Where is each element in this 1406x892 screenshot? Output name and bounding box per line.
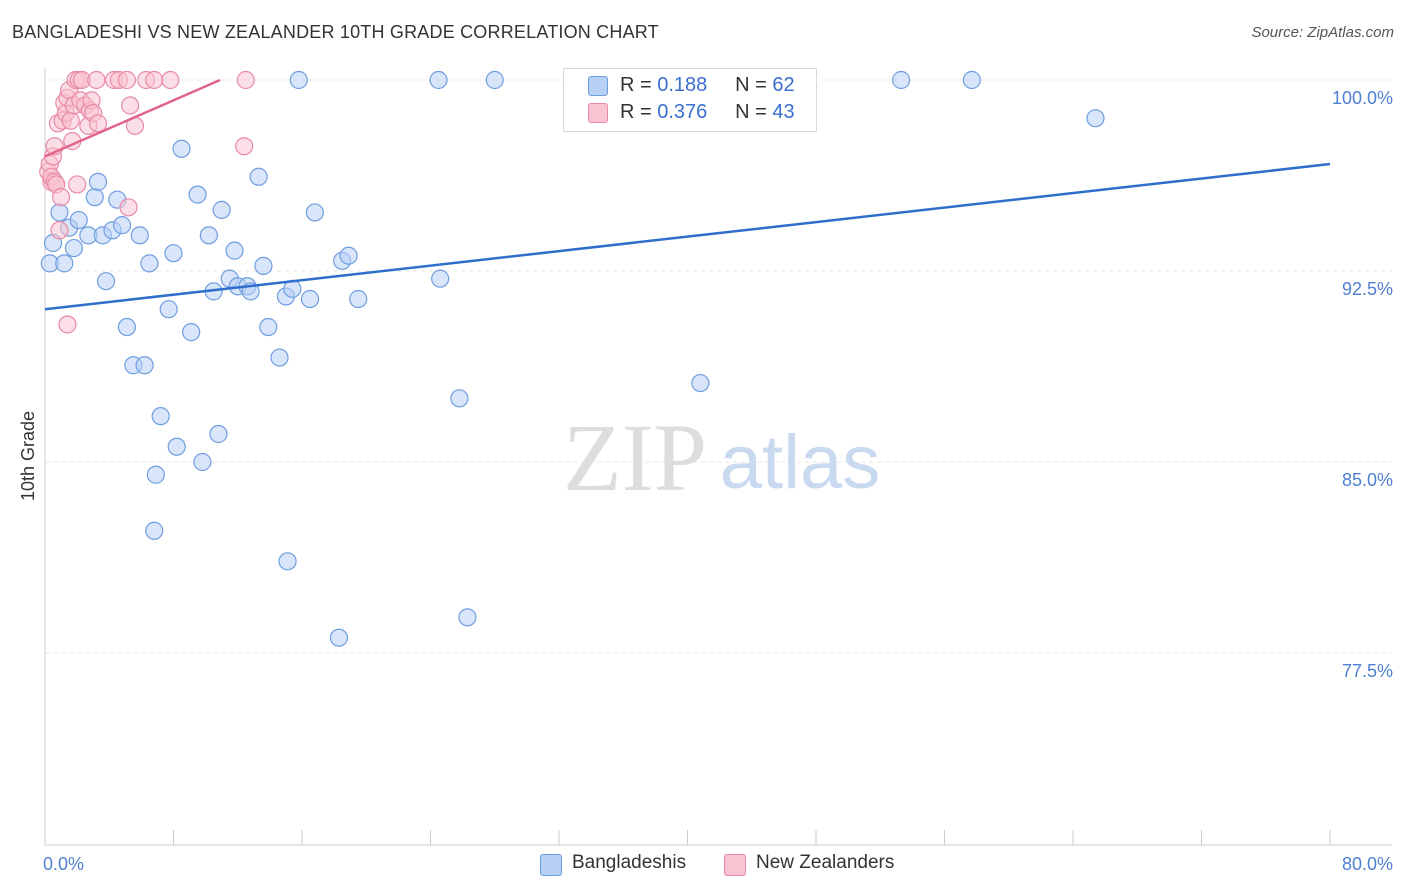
watermark-atlas: atlas bbox=[720, 420, 881, 505]
y-tick-label: 77.5% bbox=[1342, 661, 1393, 681]
bangladeshi-point bbox=[458, 608, 477, 627]
new-zealander-point bbox=[50, 221, 69, 240]
new-zealander-point bbox=[145, 70, 164, 90]
legend-n-label: N = bbox=[735, 74, 767, 96]
bangladeshi-point bbox=[172, 139, 191, 158]
bangladeshi-point bbox=[289, 70, 308, 90]
x-tick-label-min: 0.0% bbox=[43, 854, 84, 874]
bottom-legend-label-bangladeshis: Bangladeshis bbox=[572, 852, 687, 873]
bangladeshi-point bbox=[164, 244, 183, 263]
bangladeshi-point bbox=[88, 172, 108, 191]
bangladeshi-point bbox=[305, 203, 324, 222]
bangladeshi-point bbox=[188, 185, 207, 204]
x-tick-label-max: 80.0% bbox=[1342, 854, 1393, 874]
bangladeshi-point bbox=[431, 269, 450, 288]
trend-lines bbox=[44, 78, 1331, 311]
bangladeshi-point bbox=[135, 356, 154, 375]
legend-r-value-new-zealanders: 0.376 bbox=[657, 101, 708, 123]
bangladeshi-point bbox=[329, 628, 349, 647]
bangladeshi-point bbox=[199, 226, 218, 245]
new-zealander-point bbox=[88, 114, 108, 133]
new-zealander-point bbox=[58, 315, 77, 334]
bangladeshi-point bbox=[140, 254, 159, 273]
y-tick-label: 100.0% bbox=[1332, 88, 1393, 108]
bangladeshi-point bbox=[96, 272, 116, 291]
bottom-legend-swatch-blue bbox=[540, 854, 562, 876]
bangladeshi-point bbox=[691, 373, 710, 393]
legend-swatch-blue bbox=[588, 76, 608, 96]
bangladeshi-point bbox=[182, 323, 201, 342]
legend-swatch-pink bbox=[588, 103, 608, 123]
bangladeshi-point bbox=[130, 226, 149, 245]
new-zealander-trend-line bbox=[44, 78, 221, 158]
legend-n-value-new-zealanders: 43 bbox=[772, 101, 795, 123]
bangladeshi-point bbox=[85, 188, 104, 207]
bangladeshi-point bbox=[69, 210, 88, 230]
bangladeshi-point bbox=[339, 246, 358, 265]
bangladeshi-point bbox=[349, 289, 368, 309]
new-zealander-point bbox=[236, 70, 255, 90]
bangladeshi-point bbox=[892, 70, 911, 90]
bangladeshi-point bbox=[225, 241, 244, 260]
bangladeshi-point bbox=[112, 216, 132, 235]
bangladeshi-point bbox=[270, 348, 289, 367]
legend-r-label: R = bbox=[620, 101, 652, 123]
new-zealander-point bbox=[117, 70, 137, 90]
bangladeshi-point bbox=[212, 200, 231, 219]
new-zealander-point bbox=[121, 96, 140, 115]
y-axis-label: 10th Grade bbox=[18, 411, 38, 501]
watermark: ZIP atlas bbox=[563, 404, 880, 511]
stats-legend: R = 0.188 N = 62 R = 0.376 N = 43 bbox=[563, 68, 817, 132]
bottom-legend-label-new-zealanders: New Zealanders bbox=[756, 852, 895, 873]
bangladeshi-point bbox=[145, 521, 164, 540]
data-points bbox=[39, 70, 1105, 647]
chart-title: BANGLADESHI VS NEW ZEALANDER 10TH GRADE … bbox=[12, 22, 659, 42]
bangladeshi-point bbox=[167, 437, 186, 456]
axes bbox=[44, 68, 1392, 846]
new-zealander-point bbox=[235, 137, 254, 156]
legend-r-value-bangladeshis: 0.188 bbox=[657, 74, 708, 96]
legend-n-value-bangladeshis: 62 bbox=[772, 74, 795, 96]
bangladeshi-point bbox=[151, 407, 170, 426]
bangladeshi-point bbox=[50, 203, 69, 222]
bangladeshi-point bbox=[209, 424, 228, 444]
legend-r-label: R = bbox=[620, 74, 652, 96]
bangladeshi-point bbox=[117, 317, 137, 337]
grid-lines bbox=[45, 79, 1392, 654]
bangladeshi-point bbox=[429, 70, 448, 90]
y-tick-label: 92.5% bbox=[1342, 279, 1393, 299]
bangladeshi-point bbox=[450, 389, 469, 408]
new-zealander-point bbox=[68, 175, 87, 194]
bangladeshi-point bbox=[249, 167, 268, 186]
new-zealander-point bbox=[61, 111, 80, 130]
y-tick-label: 85.0% bbox=[1342, 470, 1393, 490]
bangladeshi-trend-line bbox=[44, 162, 1331, 311]
new-zealander-point bbox=[87, 70, 106, 90]
bangladeshi-point bbox=[254, 256, 273, 276]
bangladeshi-point bbox=[962, 70, 981, 90]
bangladeshi-point bbox=[64, 238, 84, 258]
bangladeshi-point bbox=[485, 70, 504, 90]
watermark-zip: ZIP bbox=[563, 404, 707, 511]
new-zealander-point bbox=[51, 188, 71, 207]
bangladeshi-point bbox=[1086, 109, 1105, 128]
source-label: Source: ZipAtlas.com bbox=[1251, 24, 1394, 41]
bangladeshi-point bbox=[55, 254, 74, 273]
bangladeshi-point bbox=[259, 317, 278, 337]
new-zealander-point bbox=[119, 198, 138, 217]
bangladeshi-point bbox=[193, 452, 212, 472]
legend-n-label: N = bbox=[735, 101, 767, 123]
bangladeshi-point bbox=[159, 300, 178, 319]
bangladeshi-point bbox=[146, 465, 165, 484]
bangladeshi-point bbox=[278, 552, 297, 571]
tick-labels: 100.0% 92.5% 85.0% 77.5% 0.0% 80.0% bbox=[43, 88, 1393, 874]
new-zealander-point bbox=[161, 70, 180, 90]
bangladeshi-point bbox=[300, 289, 320, 309]
bottom-legend-swatch-pink bbox=[724, 854, 746, 876]
